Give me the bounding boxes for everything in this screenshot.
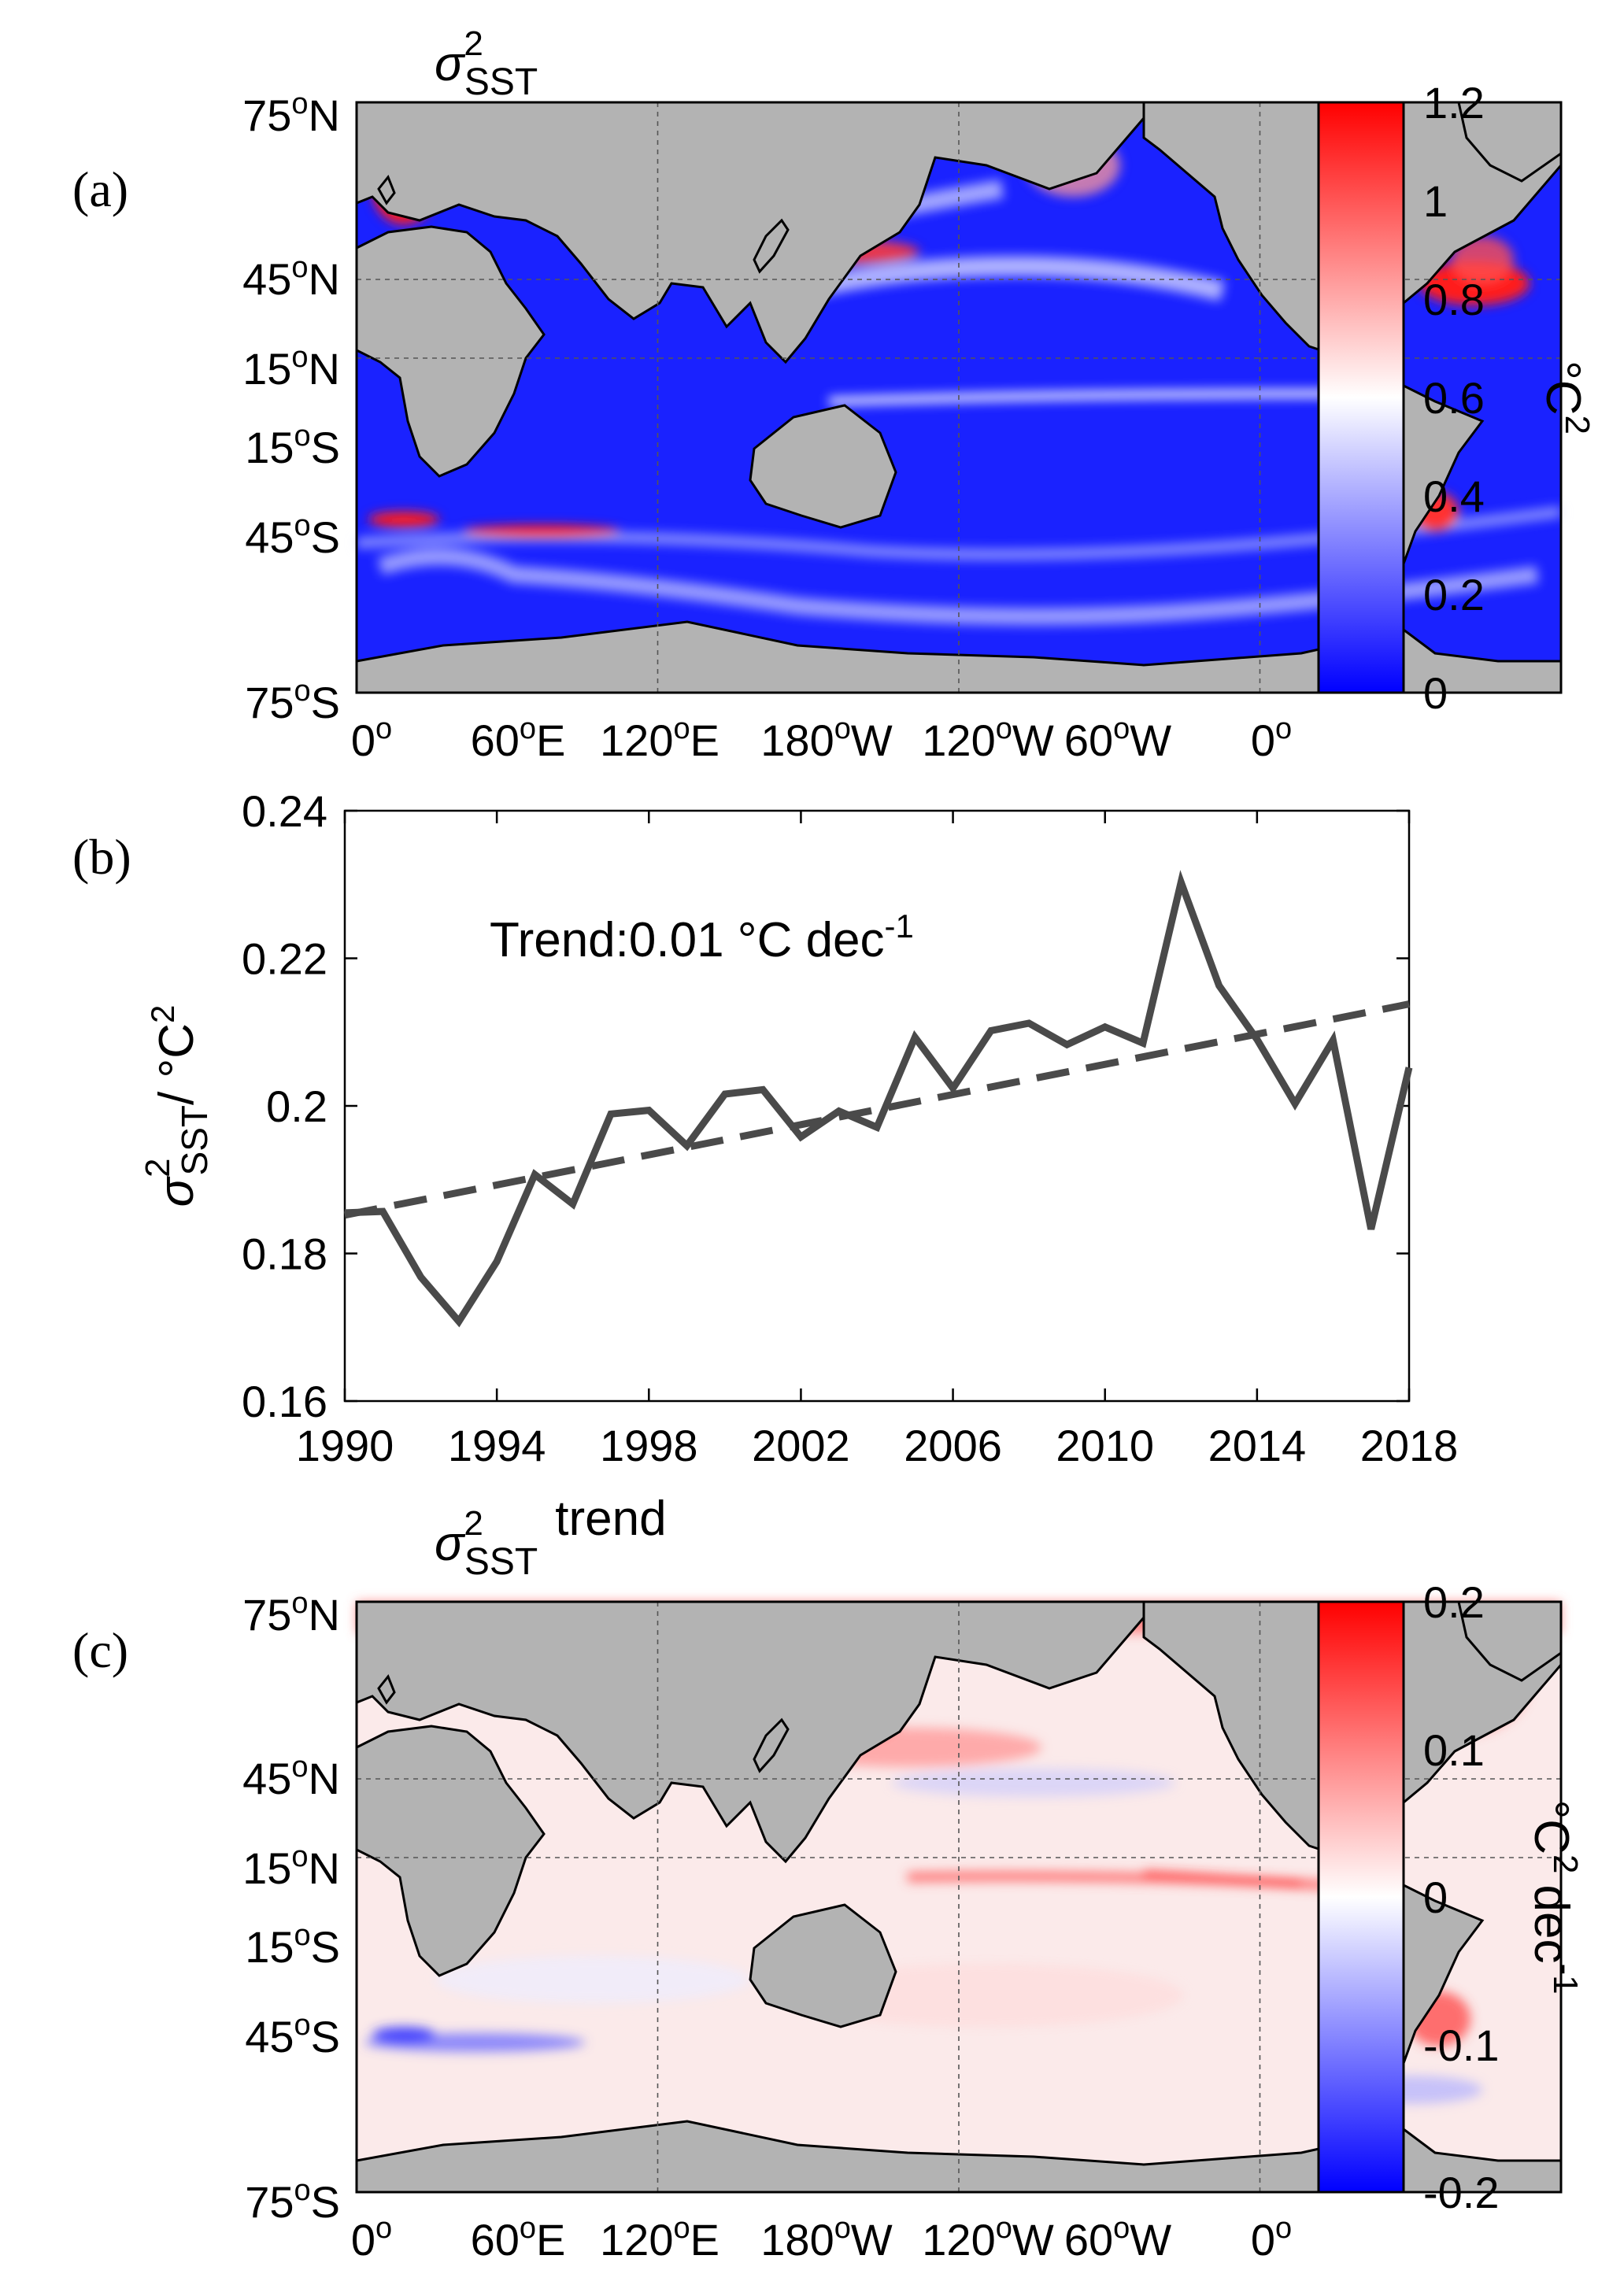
map-a-colorbar: 1.2 1 0.8 0.6 0.4 0.2 0 °C2 <box>1317 78 1596 718</box>
chart-b-trend-annotation: Trend:0.01 °C dec-1 <box>490 908 914 967</box>
line-panel-b: 0.16 0.18 0.2 0.22 0.24 1990 1994 1998 2002 2006… <box>139 786 1458 1470</box>
panel-label-c: (c) <box>72 1622 128 1678</box>
chart-b-xtick-label: 2002 <box>752 1421 850 1470</box>
map-c-lon-label: 60oW <box>1064 2212 1171 2265</box>
chart-b-xtick-label: 2006 <box>904 1421 1002 1470</box>
map-a-lon-label: 120oE <box>600 712 719 765</box>
map-a-lat-label: 45oN <box>242 251 340 304</box>
map-c-lon-label: 0o <box>1251 2212 1292 2265</box>
map-panel-a: σ2 SST <box>242 24 1596 765</box>
map-a-lat-label: 45oS <box>245 509 340 562</box>
map-c-colorbar-tick: 0.1 <box>1423 1725 1485 1775</box>
chart-b-xtick-label: 2014 <box>1208 1421 1307 1470</box>
map-a-colorbar-tick: 0.8 <box>1423 275 1485 324</box>
map-c-title-symbol: σ <box>435 1517 466 1571</box>
map-a-colorbar-tick: 1.2 <box>1423 78 1485 128</box>
map-c-colorbar: 0.2 0.1 0 -0.1 -0.2 °C2dec-1 <box>1317 1577 1585 2217</box>
map-c-lat-label: 75oS <box>245 2174 340 2227</box>
map-a-lon-label: 180oW <box>760 712 893 765</box>
map-panel-c: σ2 SST trend <box>242 1492 1585 2265</box>
chart-b-ytick-label: 0.2 <box>266 1081 327 1131</box>
map-c-lat-label: 45oS <box>245 2009 340 2061</box>
chart-b-ylabel: σ2SST/ °C2 <box>139 1005 215 1207</box>
chart-b-xtick-label: 2018 <box>1360 1421 1459 1470</box>
map-a-colorbar-tick: 0.4 <box>1423 471 1485 521</box>
chart-b-ytick-label: 0.18 <box>242 1229 327 1279</box>
map-c-lon-axis: 0o 60oE 120oE 180oW 120oW 60oW 0o <box>351 2212 1292 2265</box>
map-c-lon-label: 120oE <box>600 2212 719 2265</box>
chart-b-ytick-label: 0.24 <box>242 786 327 836</box>
map-c-title-sup: 2 <box>464 1504 483 1543</box>
chart-b-xtick-label: 2010 <box>1056 1421 1154 1470</box>
map-a-lon-label: 0o <box>1251 712 1292 765</box>
map-a-title-sup: 2 <box>464 24 483 63</box>
map-a-colorbar-tick: 0.2 <box>1423 570 1485 619</box>
map-a-lon-axis: 0o 60oE 120oE 180oW 120oW 60oW 0o <box>351 712 1292 765</box>
map-c-lon-label: 60oE <box>471 2212 566 2265</box>
map-a-lat-label: 15oN <box>242 341 340 394</box>
map-a-lat-axis: 75oN 45oN 15oN 15oS 45oS 75oS <box>242 87 340 727</box>
map-c-colorbar-label: °C2dec-1 <box>1524 1799 1585 1994</box>
chart-b-series <box>344 870 1413 1328</box>
map-c-colorbar-tick: 0 <box>1423 1873 1448 1922</box>
map-a-lat-label: 75oS <box>245 675 340 727</box>
map-a-colorbar-tick: 0 <box>1423 668 1448 718</box>
map-c-title-suffix: trend <box>555 1492 666 1546</box>
map-c-colorbar-ticks: 0.2 0.1 0 -0.1 -0.2 <box>1423 1577 1500 2217</box>
map-a-lat-label: 75oN <box>242 87 340 140</box>
map-a-colorbar-tick: 1 <box>1423 176 1448 226</box>
map-a-title: σ2 SST <box>435 24 538 103</box>
map-c-lon-label: 0o <box>351 2212 392 2265</box>
chart-b-xtick-label: 1990 <box>296 1421 394 1470</box>
chart-b-trend-line <box>344 1000 1410 1219</box>
map-c-lat-label: 45oN <box>242 1751 340 1803</box>
map-a-colorbar-tick: 0.6 <box>1423 373 1485 423</box>
map-a-colorbar-ticks: 1.2 1 0.8 0.6 0.4 0.2 0 <box>1423 78 1485 718</box>
map-a-lon-label: 120oW <box>922 712 1054 765</box>
map-c-lon-label: 180oW <box>760 2212 893 2265</box>
panel-label-b: (b) <box>72 829 131 885</box>
map-a-colorbar-gradient <box>1317 101 1405 694</box>
chart-b-ytick-label: 0.22 <box>242 934 327 984</box>
map-c-lat-label: 15oS <box>245 1919 340 1972</box>
chart-b-ticks <box>343 809 1411 1403</box>
map-c-colorbar-gradient <box>1317 1600 1405 2194</box>
map-a-title-symbol: σ <box>435 37 466 91</box>
map-a-title-sub: SST <box>464 61 538 103</box>
map-c-colorbar-tick: -0.1 <box>1423 2021 1500 2070</box>
map-a-lat-label: 15oS <box>245 420 340 472</box>
map-c-frame <box>355 1600 1563 2194</box>
map-c-title: σ2 SST trend <box>435 1492 667 1583</box>
map-c-lat-axis: 75oN 45oN 15oN 15oS 45oS 75oS <box>242 1587 340 2227</box>
chart-b-ytick-label: 0.16 <box>242 1377 327 1426</box>
map-a-lon-label: 0o <box>351 712 392 765</box>
chart-b-ytick-labels: 0.16 0.18 0.2 0.22 0.24 <box>242 786 327 1426</box>
map-c-lat-label: 15oN <box>242 1840 340 1893</box>
chart-b-xtick-label: 1998 <box>600 1421 698 1470</box>
map-a-lon-label: 60oW <box>1064 712 1171 765</box>
map-c-lon-label: 120oW <box>922 2212 1054 2265</box>
map-c-title-sub: SST <box>464 1541 538 1583</box>
map-c-colorbar-tick: 0.2 <box>1423 1577 1485 1627</box>
chart-b-xtick-label: 1994 <box>448 1421 546 1470</box>
panel-label-a: (a) <box>72 161 128 217</box>
map-a-frame <box>355 101 1563 694</box>
chart-b-axes-box <box>343 809 1411 1403</box>
map-c-colorbar-tick: -0.2 <box>1423 2168 1500 2217</box>
map-a-lon-label: 60oE <box>471 712 566 765</box>
chart-b-xtick-labels: 1990 1994 1998 2002 2006 2010 2014 2018 <box>296 1421 1459 1470</box>
map-c-lat-label: 75oN <box>242 1587 340 1640</box>
map-a-colorbar-label: °C2 <box>1536 360 1596 434</box>
